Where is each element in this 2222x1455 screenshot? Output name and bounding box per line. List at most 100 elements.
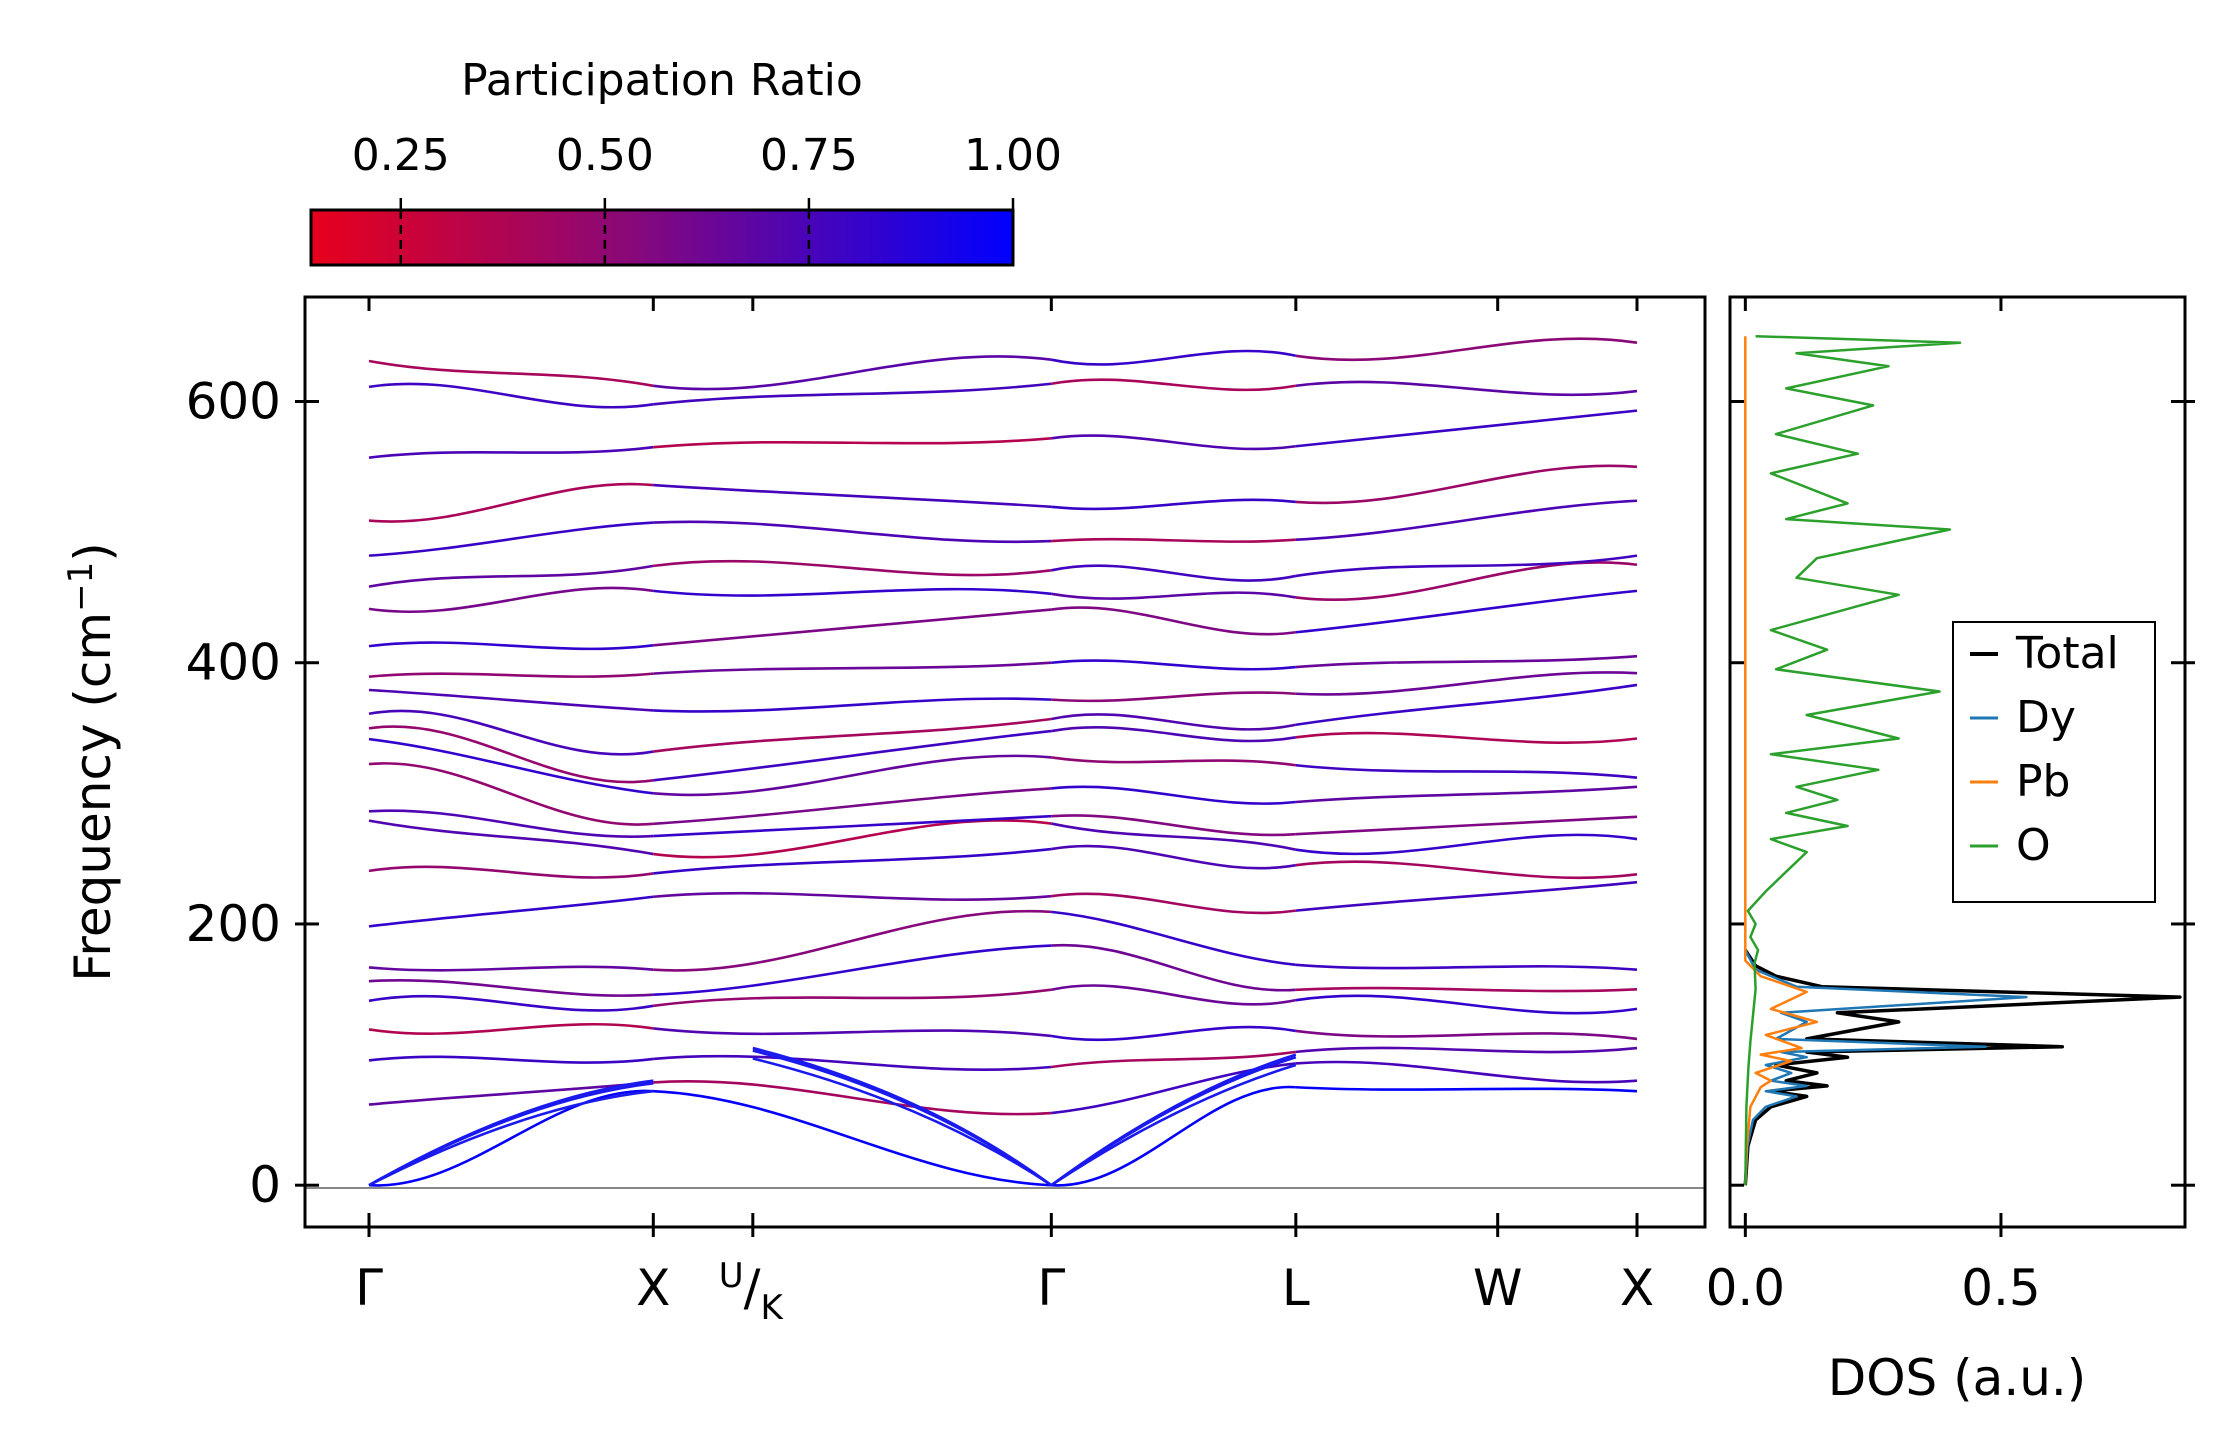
band-line	[653, 697, 1052, 713]
band-line	[1295, 986, 1638, 993]
acoustic-branch	[368, 1089, 654, 1187]
k-point-label: X	[1620, 1259, 1654, 1317]
band-line	[1295, 499, 1638, 542]
band-line	[368, 865, 654, 879]
band-line	[653, 587, 1052, 597]
y-tick-label: 0	[249, 1156, 281, 1214]
band-line	[1051, 606, 1297, 636]
dos-x-tick-label: 0.0	[1706, 1259, 1786, 1317]
band-line	[1051, 814, 1296, 837]
y-tick-label: 200	[186, 895, 281, 953]
band-line	[368, 359, 654, 388]
band-line	[368, 1055, 654, 1064]
band-line	[1051, 591, 1297, 600]
band-line	[1295, 785, 1638, 804]
band-line	[368, 994, 654, 1012]
band-line	[1051, 498, 1296, 511]
band-line	[653, 1089, 1052, 1187]
band-line	[368, 725, 654, 784]
band-line	[1295, 880, 1638, 912]
band-line	[1295, 409, 1638, 448]
band-line	[1051, 844, 1297, 870]
band-line	[1295, 1029, 1638, 1041]
band-line	[653, 355, 1052, 391]
dos-x-tick-label: 0.5	[1961, 1259, 2041, 1317]
colorbar-tick-label: 1.00	[964, 130, 1062, 181]
y-axis-label-text: Frequency (cm	[64, 612, 122, 982]
band-line	[368, 482, 654, 523]
band-line	[1051, 726, 1297, 743]
y-axis-label-superscript: −1	[61, 562, 101, 612]
band-line	[1051, 822, 1297, 851]
y-tick-label: 400	[186, 634, 281, 692]
band-line	[653, 483, 1052, 509]
band-line	[653, 814, 1052, 838]
band-line	[653, 819, 1052, 859]
band-line	[368, 965, 654, 972]
band-line	[1295, 671, 1638, 696]
colorbar-gradient	[309, 208, 1015, 267]
y-axis-label-close: )	[64, 542, 122, 562]
x-axis-label: DOS (a.u.)	[1828, 1349, 2087, 1407]
band-line	[368, 1089, 654, 1187]
band-line	[1051, 1025, 1297, 1042]
band-line	[1295, 561, 1638, 602]
band-line	[1051, 910, 1296, 967]
band-line	[653, 847, 1052, 875]
band-line	[653, 787, 1052, 826]
dos-series-o	[1744, 334, 1962, 1186]
k-point-label: Γ	[1037, 1259, 1065, 1317]
band-line	[368, 672, 654, 678]
band-structure-panel: 0 200 400 600 Γ X U/K Γ L W X Frequency (cm−1)	[61, 295, 1707, 1328]
band-line	[1051, 984, 1297, 1006]
band-line	[368, 382, 654, 409]
band-line	[653, 436, 1052, 449]
band-line	[1051, 434, 1297, 451]
acoustic-branch	[1050, 1063, 1297, 1187]
band-line	[653, 754, 1052, 797]
dos-series-total	[1743, 949, 2182, 1186]
band-line	[1295, 464, 1638, 505]
band-line	[1051, 378, 1297, 392]
band-line	[368, 641, 654, 651]
band-line	[1295, 654, 1638, 669]
band-line	[1295, 1060, 1638, 1084]
band-line	[1051, 691, 1296, 703]
band-line	[653, 909, 1052, 972]
band-line	[1051, 713, 1297, 731]
band-line	[653, 608, 1052, 647]
band-line	[368, 819, 654, 856]
band-line	[653, 944, 1052, 997]
band-line	[653, 520, 1052, 544]
colorbar-ticks: 0.25 0.50 0.75 1.00	[352, 130, 1062, 265]
band-frame	[303, 295, 1707, 1229]
dos-ticks: 0.0 0.5	[1706, 297, 2195, 1317]
band-line	[368, 762, 654, 826]
band-line	[1295, 1046, 1638, 1054]
band-line	[1051, 537, 1296, 543]
legend-label: O	[2016, 820, 2051, 871]
acoustic-branch	[752, 1046, 1053, 1187]
band-line	[1295, 763, 1638, 779]
band-line	[1295, 994, 1638, 1015]
band-line	[1295, 731, 1638, 744]
k-point-label: Γ	[355, 1259, 383, 1317]
band-line	[1051, 1050, 1297, 1069]
dos-lines	[1743, 334, 2182, 1186]
colorbar-tick-label: 0.25	[352, 130, 450, 181]
band-line	[368, 978, 654, 997]
band-line	[1295, 1085, 1638, 1093]
k-point-label: W	[1473, 1259, 1522, 1317]
band-line	[1051, 943, 1296, 992]
acoustic-branch	[368, 1079, 654, 1187]
band-line	[653, 717, 1052, 753]
band-line	[368, 737, 654, 795]
colorbar-label: Participation Ratio	[461, 55, 863, 106]
k-point-label-sep: /	[744, 1259, 761, 1317]
colorbar-tick-label: 0.75	[760, 130, 858, 181]
band-line	[368, 445, 654, 459]
k-point-label-main: U	[719, 1256, 744, 1296]
band-line	[368, 1022, 654, 1035]
band-line	[1295, 833, 1638, 856]
